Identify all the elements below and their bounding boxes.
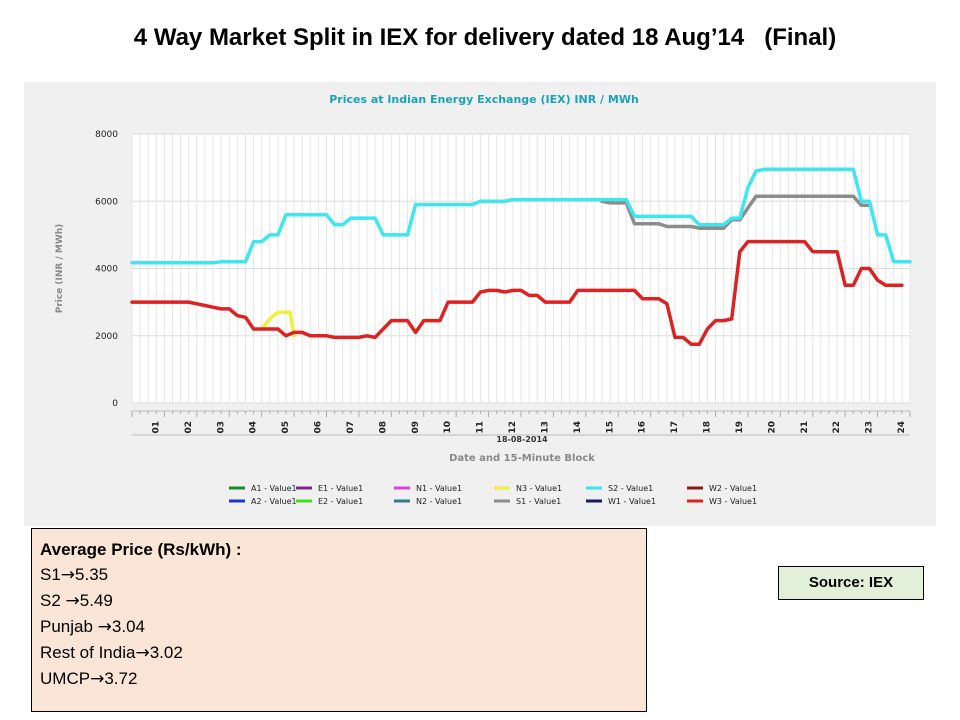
x-tick-label: 04 — [249, 421, 259, 434]
average-price-value: 5.35 — [75, 565, 109, 584]
average-price-value: 3.02 — [149, 643, 183, 662]
average-price-item: S2 →5.49 — [40, 588, 646, 614]
average-price-label: UMCP — [40, 669, 91, 688]
y-tick-label: 6000 — [95, 197, 118, 207]
x-tick-label: 03 — [216, 421, 226, 434]
x-tick-label: 12 — [508, 421, 518, 434]
average-price-label: Punjab — [40, 617, 98, 636]
average-price-label: S2 — [40, 591, 66, 610]
legend-item-label: W2 - Value1 — [709, 484, 757, 493]
average-price-value: 5.49 — [79, 591, 113, 610]
x-tick-label: 18 — [703, 421, 713, 434]
x-tick-label: 05 — [281, 421, 291, 434]
x-tick-label: 23 — [865, 421, 875, 434]
y-tick-label: 8000 — [95, 130, 118, 140]
average-price-item: Rest of India→3.02 — [40, 640, 646, 666]
x-tick-label: 09 — [411, 421, 421, 434]
x-axis-label: Date and 15-Minute Block — [449, 453, 595, 464]
legend-item-label: A2 - Value1 — [251, 497, 297, 506]
series-line — [259, 310, 296, 338]
average-price-value: 3.72 — [104, 669, 138, 688]
price-line-chart: 0 2000 4000 6000 8000 01 02 03 04 05 06 07 08 09 10 11 1… — [55, 93, 912, 506]
legend-item-label: E2 - Value1 — [318, 497, 363, 506]
x-tick-label: 24 — [897, 421, 907, 434]
legend-item-label: N1 - Value1 — [416, 484, 462, 493]
chart-panel: 0 2000 4000 6000 8000 01 02 03 04 05 06 07 08 09 10 11 1… — [24, 82, 936, 526]
x-tick-label: 06 — [314, 421, 324, 434]
legend-item-label: A1 - Value1 — [251, 484, 297, 493]
right-arrow-icon: → — [60, 565, 76, 585]
average-price-item: Punjab →3.04 — [40, 614, 646, 640]
right-arrow-icon: → — [90, 669, 105, 689]
legend-item-label: S2 - Value1 — [608, 484, 653, 493]
x-tick-label: 02 — [184, 421, 194, 434]
legend-item-label: W1 - Value1 — [608, 497, 656, 506]
x-tick-label: 22 — [832, 421, 842, 434]
average-price-value: 3.04 — [111, 617, 146, 636]
x-tick-label: 07 — [346, 421, 356, 434]
x-tick-label: 11 — [476, 421, 486, 434]
slide-title: 4 Way Market Split in IEX for delivery d… — [133, 24, 837, 51]
series-line — [130, 167, 912, 265]
legend-item-label: N2 - Value1 — [416, 497, 462, 506]
x-tick-label: 14 — [573, 421, 583, 434]
average-price-box: Average Price (Rs/kWh) : S1→5.35 S2 →5.4… — [31, 528, 647, 712]
x-tick-label: 17 — [670, 421, 680, 434]
source-box: Source: IEX — [778, 566, 924, 600]
x-tick-label: 10 — [443, 421, 453, 434]
x-tick-label: 13 — [540, 421, 550, 434]
series-line — [130, 239, 904, 346]
x-tick-label: 16 — [638, 421, 648, 434]
right-arrow-icon: → — [135, 643, 150, 663]
average-price-label: Rest of India — [40, 643, 136, 662]
chart-title: Prices at Indian Energy Exchange (IEX) I… — [329, 93, 639, 106]
legend-item-label: W3 - Value1 — [709, 497, 757, 506]
y-tick-label: 0 — [112, 399, 118, 409]
average-price-item: UMCP→3.72 — [40, 666, 646, 692]
y-tick-label: 2000 — [95, 332, 118, 342]
x-tick-label: 01 — [151, 421, 161, 434]
average-price-label: S1 — [40, 565, 61, 584]
x-tick-label: 19 — [735, 421, 745, 434]
legend-item-label: S1 - Value1 — [516, 497, 561, 506]
right-arrow-icon: → — [97, 617, 112, 637]
x-tick-label: 15 — [605, 421, 615, 434]
legend-item-label: N3 - Value1 — [516, 484, 562, 493]
legend-item-label: E1 - Value1 — [318, 484, 363, 493]
average-price-item: S1→5.35 — [40, 562, 646, 588]
average-price-heading: Average Price (Rs/kWh) : — [40, 540, 242, 559]
y-axis-label: Price (INR / MWh) — [55, 224, 65, 314]
date-label: 18-08-2014 — [496, 435, 548, 444]
x-tick-label: 21 — [800, 421, 810, 434]
x-tick-label: 08 — [378, 421, 388, 434]
y-tick-label: 4000 — [95, 265, 118, 275]
right-arrow-icon: → — [65, 591, 80, 611]
x-tick-label: 20 — [767, 421, 777, 434]
